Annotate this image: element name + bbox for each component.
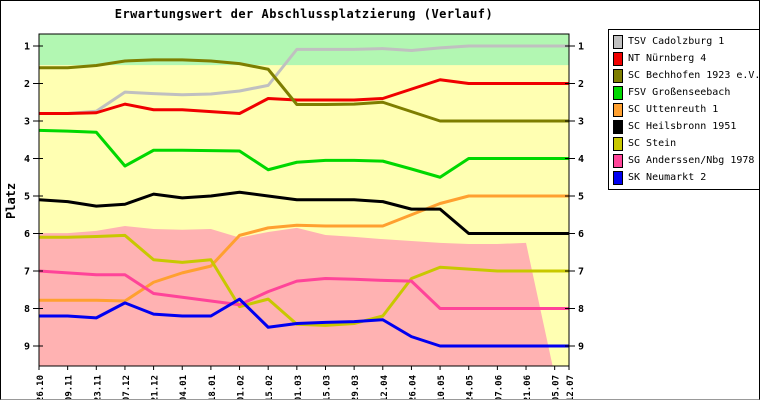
- y-tick-label: 4: [24, 154, 30, 165]
- x-tick-label: 26.04: [408, 374, 418, 399]
- x-tick-label: 12.04: [380, 374, 390, 399]
- legend-label: SC Bechhofen 1923 e.V.: [628, 70, 760, 81]
- legend-swatch-icon: [613, 85, 623, 100]
- x-tick-label: 29.03: [351, 375, 361, 399]
- x-tick-label: 26.10: [36, 375, 46, 399]
- legend-label: SC Uttenreuth 1: [628, 104, 719, 115]
- legend-swatch-icon: [613, 51, 623, 66]
- series-line-sk-neumarkt-2: [39, 297, 569, 348]
- series-line-tsv-cadolzburg-1: [39, 44, 569, 115]
- series-line-sc-heilsbronn-1951: [38, 190, 569, 235]
- y-tick-label: 3: [578, 117, 584, 128]
- legend-label: NT Nürnberg 4: [628, 53, 707, 64]
- legend: TSV Cadolzburg 1 NT Nürnberg 4 SC Bechho…: [608, 29, 760, 190]
- y-tick-label: 1: [24, 42, 30, 53]
- y-tick-label: 8: [24, 304, 30, 315]
- x-tick-label: 01.02: [237, 375, 247, 399]
- legend-swatch-icon: [613, 119, 623, 134]
- legend-label: FSV Großenseebach: [628, 87, 731, 98]
- x-tick-label: 15.02: [265, 375, 275, 399]
- y-tick-label: 7: [24, 267, 30, 278]
- legend-swatch-icon: [613, 102, 623, 117]
- chart-title: Erwartungswert der Abschlussplatzierung …: [114, 7, 494, 21]
- series-line-fsv-gro-enseebach: [38, 128, 569, 179]
- x-tick-label: 05.07: [552, 375, 562, 399]
- legend-item: SC Bechhofen 1923 e.V.: [613, 67, 760, 84]
- legend-item: FSV Großenseebach: [613, 84, 759, 101]
- series-line-sc-bechhofen-1923-e-v-: [39, 58, 569, 123]
- legend-label: SG Anderssen/Nbg 1978 1: [628, 155, 760, 166]
- x-tick-label: 21.12: [151, 375, 161, 399]
- y-tick-label: 4: [578, 154, 584, 165]
- series-line-sc-stein: [39, 233, 569, 327]
- series-line-sg-anderssen-nbg-1978-1: [38, 269, 569, 310]
- legend-item: SC Heilsbronn 1951: [613, 118, 759, 135]
- legend-item: NT Nürnberg 4: [613, 50, 759, 67]
- x-tick-label: 15.03: [322, 375, 332, 399]
- y-tick-label: 8: [578, 304, 584, 315]
- legend-swatch-icon: [613, 136, 623, 151]
- legend-label: TSV Cadolzburg 1: [628, 36, 725, 47]
- legend-item: SC Uttenreuth 1: [613, 101, 759, 118]
- legend-label: SK Neumarkt 2: [628, 172, 707, 183]
- y-tick-label: 9: [578, 342, 584, 353]
- series-line-sc-uttenreuth-1: [39, 194, 569, 303]
- y-tick-label: 2: [578, 79, 584, 90]
- x-tick-label: 10.05: [437, 375, 447, 399]
- y-tick-label: 5: [24, 192, 30, 203]
- legend-swatch-icon: [613, 170, 623, 185]
- x-tick-label: 09.11: [65, 375, 75, 399]
- series-line-nt-n-rnberg-4: [39, 78, 569, 115]
- x-tick-label: 07.12: [122, 375, 132, 399]
- y-tick-label: 5: [578, 192, 584, 203]
- y-tick-label: 3: [24, 117, 30, 128]
- legend-label: SC Stein: [628, 138, 677, 149]
- y-axis-label: Platz: [4, 183, 18, 219]
- x-tick-label: 12.07: [566, 375, 576, 399]
- y-tick-label: 1: [578, 42, 584, 53]
- y-tick-label: 9: [24, 342, 30, 353]
- x-tick-label: 23.11: [93, 375, 103, 399]
- y-tick-label: 7: [578, 267, 584, 278]
- legend-swatch-icon: [613, 34, 623, 49]
- x-tick-label: 07.06: [494, 375, 504, 399]
- legend-item: SK Neumarkt 2: [613, 169, 759, 186]
- legend-item: SG Anderssen/Nbg 1978 1: [613, 152, 760, 169]
- legend-item: SC Stein: [613, 135, 759, 152]
- y-tick-label: 6: [578, 229, 584, 240]
- y-tick-label: 6: [24, 229, 30, 240]
- x-tick-label: 04.01: [179, 375, 189, 399]
- y-tick-label: 2: [24, 79, 30, 90]
- x-tick-label: 01.03: [294, 375, 304, 399]
- x-tick-label: 24.05: [466, 375, 476, 399]
- legend-item: TSV Cadolzburg 1: [613, 33, 759, 50]
- x-tick-label: 18.01: [208, 375, 218, 399]
- legend-label: SC Heilsbronn 1951: [628, 121, 737, 132]
- legend-swatch-icon: [613, 153, 623, 168]
- plot-border: [38, 33, 570, 367]
- x-tick-label: 21.06: [523, 375, 533, 399]
- legend-swatch-icon: [613, 68, 623, 83]
